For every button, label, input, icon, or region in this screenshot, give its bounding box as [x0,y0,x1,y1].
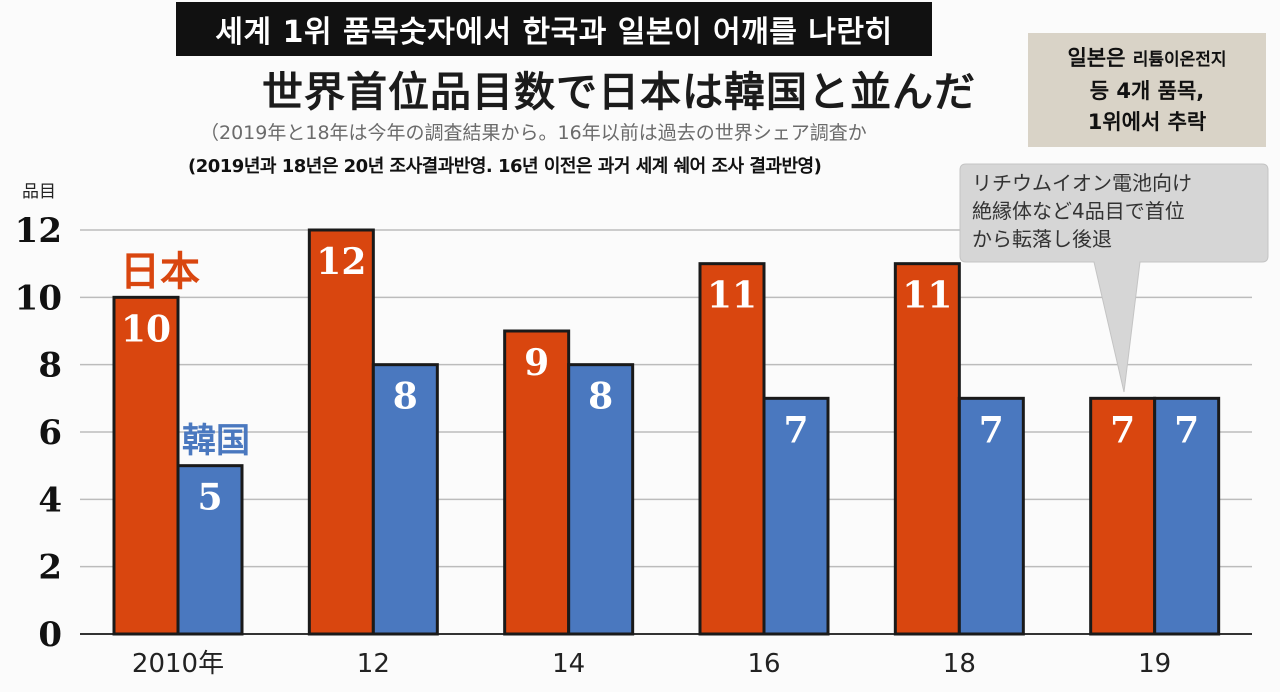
x-tick-label: 14 [552,649,585,679]
bar-value-label: 7 [1174,409,1199,451]
y-tick-label: 10 [15,278,62,318]
bar-korea [762,396,830,636]
y-tick-label: 2 [38,548,62,588]
y-tick-labels: 0 2 4 6 8 10 12 [15,211,62,655]
korean-note-line-3: 1위에서 추락 [1087,109,1207,134]
bar-value-label: 5 [197,477,222,519]
bar-value-label: 12 [316,241,366,283]
legend-korea-label: 韓国 [182,421,250,461]
y-tick-label: 8 [38,346,62,386]
bar-japan [1089,396,1157,636]
y-tick-label: 0 [38,615,62,655]
korean-subtitle: (2019년과 18년은 20년 조사결과반영. 16년 이전은 과거 세계 쉐… [186,152,824,178]
callout-shape [959,163,1269,393]
bar-value-label: 9 [524,342,549,384]
y-tick-label: 12 [15,211,62,251]
bar-value-label: 11 [707,275,757,317]
bar-value-label: 7 [979,409,1004,451]
bar-value-label: 8 [588,376,613,418]
bar-value-label: 8 [393,376,418,418]
x-tick-label: 12 [357,649,390,679]
korean-note-line-1b: 리튬이온전지 [1132,49,1227,70]
x-tick-label: 19 [1138,649,1171,679]
bar-value-label: 11 [902,275,952,317]
korean-note-line-1a: 일본은 [1067,45,1133,70]
korean-note-line-1: 일본은 리튬이온전지 [1067,43,1226,76]
gridlines [80,229,1252,635]
korean-headline: 세계 1위 품목숫자에서 한국과 일본이 어깨를 나란히 [176,2,932,56]
bar-value-label: 10 [121,308,171,350]
y-tick-label: 4 [38,480,62,520]
callout-line-1: リチウムイオン電池向け [972,171,1192,195]
callout-line-3: から転落し後退 [972,227,1112,251]
bar-value-label: 7 [1110,409,1135,451]
bar-korea [371,363,439,636]
bar-korea [176,464,244,636]
korean-note-line-2: 등 4개 품목, [1089,78,1205,103]
y-tick-label: 6 [38,413,62,453]
x-tick-labels: 2010年 12 14 16 18 19 [132,649,1171,679]
x-tick-label: 16 [747,649,780,679]
x-tick-label: 18 [943,649,976,679]
callout-bubble: リチウムイオン電池向け 絶縁体など4品目で首位 から転落し後退 [959,163,1269,393]
bar-japan [307,228,375,636]
callout-line-2: 絶縁体など4品目で首位 [972,199,1185,223]
bar-korea [1153,396,1221,636]
bar-korea [567,363,635,636]
y-axis-label: 品目 [22,182,56,202]
japanese-headline: 世界首位品目数で日本は韓国と並んだ [262,68,976,116]
bar-korea [957,396,1025,636]
legend-japan-label: 日本 [120,249,200,295]
bar-japan [112,295,180,636]
bar-japan [893,262,961,636]
korean-note-box: 일본은 리튬이온전지 등 4개 품목, 1위에서 추락 [1028,33,1266,147]
bar-japan [698,262,766,636]
x-tick-label: 2010年 [132,649,224,679]
japanese-subtitle: （2019年と18年は今年の調査結果から。16年以前は過去の世界シェア調査か [200,122,867,144]
bar-value-label: 7 [783,409,808,451]
